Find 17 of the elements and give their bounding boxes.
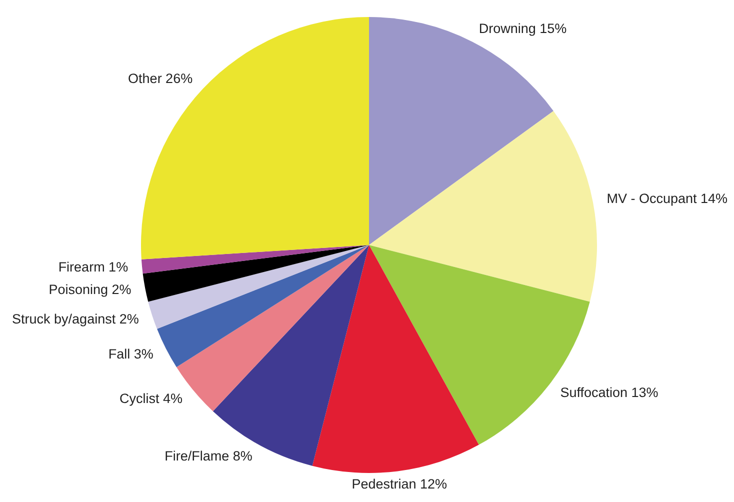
slice-label: Suffocation 13% bbox=[560, 384, 658, 400]
slice-label: Drowning 15% bbox=[478, 20, 567, 36]
pie-slice bbox=[312, 245, 479, 473]
pie-slice bbox=[157, 245, 369, 368]
slice-label: Fall 3% bbox=[108, 346, 154, 362]
slice-label: Fire/Flame 8% bbox=[164, 448, 252, 464]
pie-slice bbox=[142, 245, 369, 302]
pie-slice bbox=[141, 245, 369, 274]
slice-label: Struck by/against 2% bbox=[12, 311, 139, 326]
pie-slice bbox=[369, 110, 597, 302]
slice-label: Other 26% bbox=[128, 70, 193, 86]
slice-label: Pedestrian 12% bbox=[352, 476, 447, 492]
slice-label: Firearm 1% bbox=[58, 259, 128, 274]
slice-label: MV - Occupant 14% bbox=[606, 191, 728, 206]
slice-label: Cyclist 4% bbox=[120, 390, 183, 406]
slice-label: Poisoning 2% bbox=[48, 282, 132, 297]
pie-slice bbox=[148, 245, 369, 329]
